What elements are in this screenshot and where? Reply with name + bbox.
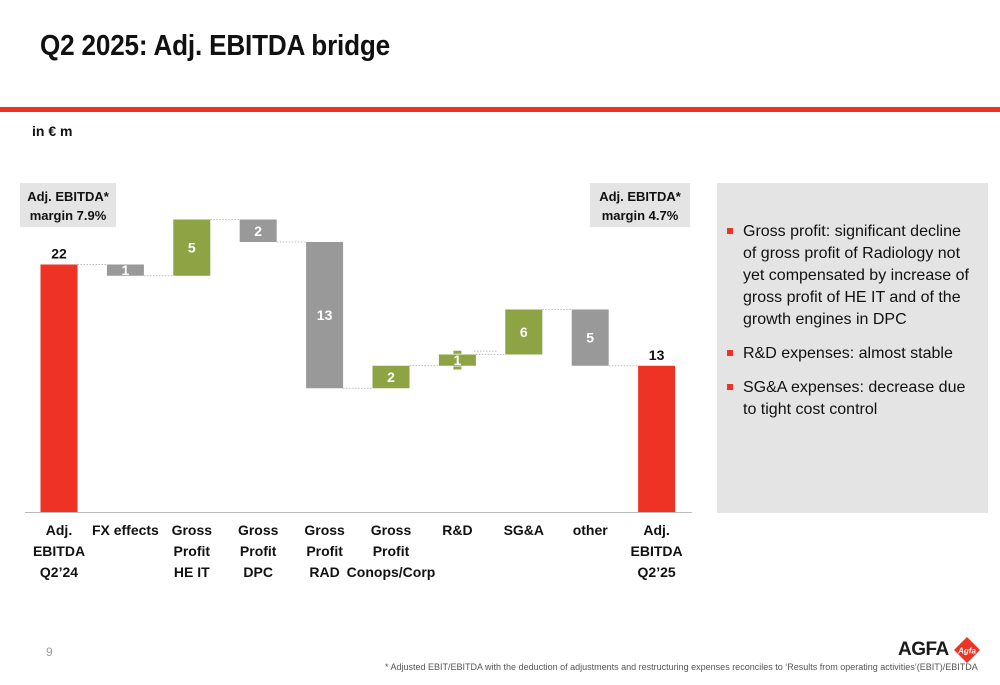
- commentary-panel: Gross profit: significant decline of gro…: [717, 183, 988, 513]
- bar-3: [239, 219, 277, 242]
- margin-box-line2: margin 4.7%: [601, 208, 679, 223]
- category-label: EBITDA: [631, 543, 683, 559]
- category-label: Profit: [306, 543, 343, 559]
- bullet-square-icon: [727, 350, 733, 356]
- category-label: Gross: [172, 522, 213, 538]
- commentary-list: Gross profit: significant decline of gro…: [727, 221, 974, 421]
- bar-value-label: 1: [122, 262, 130, 278]
- logo-wordmark: AGFA: [898, 639, 949, 660]
- footnote: * Adjusted EBIT/EBITDA with the deductio…: [385, 662, 978, 672]
- category-label: DPC: [243, 564, 273, 580]
- bar-value-label: 13: [317, 307, 333, 323]
- bar-value-label: 2: [387, 369, 395, 385]
- category-label: Gross: [304, 522, 345, 538]
- bar-value-label: 6: [520, 324, 528, 340]
- category-label: EBITDA: [33, 543, 85, 559]
- category-label: Gross: [371, 522, 412, 538]
- margin-box-q2-24: Adj. EBITDA* margin 7.9%: [20, 183, 116, 227]
- bar-value-label: 5: [188, 240, 196, 256]
- unit-label: in € m: [32, 123, 73, 139]
- category-label: Adj.: [46, 522, 72, 538]
- bar-2: [173, 219, 211, 276]
- category-label: Conops/Corp: [347, 564, 436, 580]
- category-label: HE IT: [174, 564, 210, 580]
- logo-mark-text: Agfa: [957, 647, 976, 656]
- category-label: R&D: [442, 522, 472, 538]
- category-label: Adj.: [643, 522, 669, 538]
- bar-value-label: 5: [586, 330, 594, 346]
- bar-tick-6-0: [453, 366, 462, 370]
- category-label: Profit: [240, 543, 277, 559]
- category-label: Profit: [174, 543, 211, 559]
- category-label: Q2’25: [638, 564, 676, 580]
- category-label: Gross: [238, 522, 279, 538]
- bar-5: [372, 365, 410, 389]
- agfa-diamond-icon: Agfa: [954, 637, 980, 663]
- bar-1: [106, 264, 144, 276]
- commentary-item: Gross profit: significant decline of gro…: [727, 221, 974, 331]
- bullet-square-icon: [727, 228, 733, 234]
- bar-8: [571, 309, 609, 366]
- commentary-text: R&D expenses: almost stable: [743, 345, 953, 362]
- commentary-text: Gross profit: significant decline of gro…: [743, 223, 969, 328]
- category-label: Q2’24: [40, 564, 78, 580]
- commentary-text: SG&A expenses: decrease due to tight cos…: [743, 379, 966, 418]
- margin-box-line1: Adj. EBITDA*: [599, 189, 681, 204]
- bar-value-label: 13: [649, 347, 665, 363]
- category-label: FX effects: [92, 522, 159, 538]
- margin-box-line1: Adj. EBITDA*: [27, 189, 109, 204]
- category-label: RAD: [309, 564, 339, 580]
- bullet-square-icon: [727, 384, 733, 390]
- category-label: other: [573, 522, 609, 538]
- margin-box-q2-25: Adj. EBITDA* margin 4.7%: [590, 183, 690, 227]
- header-divider: [0, 107, 1000, 112]
- bar-6: [438, 354, 476, 366]
- commentary-item: SG&A expenses: decrease due to tight cos…: [727, 377, 974, 421]
- bar-value-label: 22: [51, 246, 67, 262]
- bar-value-label: 2: [254, 223, 262, 239]
- bar-7: [505, 309, 543, 355]
- bar-9: [638, 365, 676, 512]
- agfa-logo: AGFA Agfa: [898, 637, 980, 663]
- category-label: SG&A: [504, 522, 544, 538]
- bar-value-label: 1: [454, 352, 462, 368]
- margin-box-line2: margin 7.9%: [29, 208, 107, 223]
- bar-0: [40, 264, 78, 512]
- bar-tick-6-1: [453, 350, 462, 354]
- category-label: Profit: [373, 543, 410, 559]
- bar-4: [306, 242, 344, 389]
- page-title: Q2 2025: Adj. EBITDA bridge: [40, 30, 390, 62]
- commentary-item: R&D expenses: almost stable: [727, 343, 974, 365]
- page-number: 9: [46, 645, 53, 659]
